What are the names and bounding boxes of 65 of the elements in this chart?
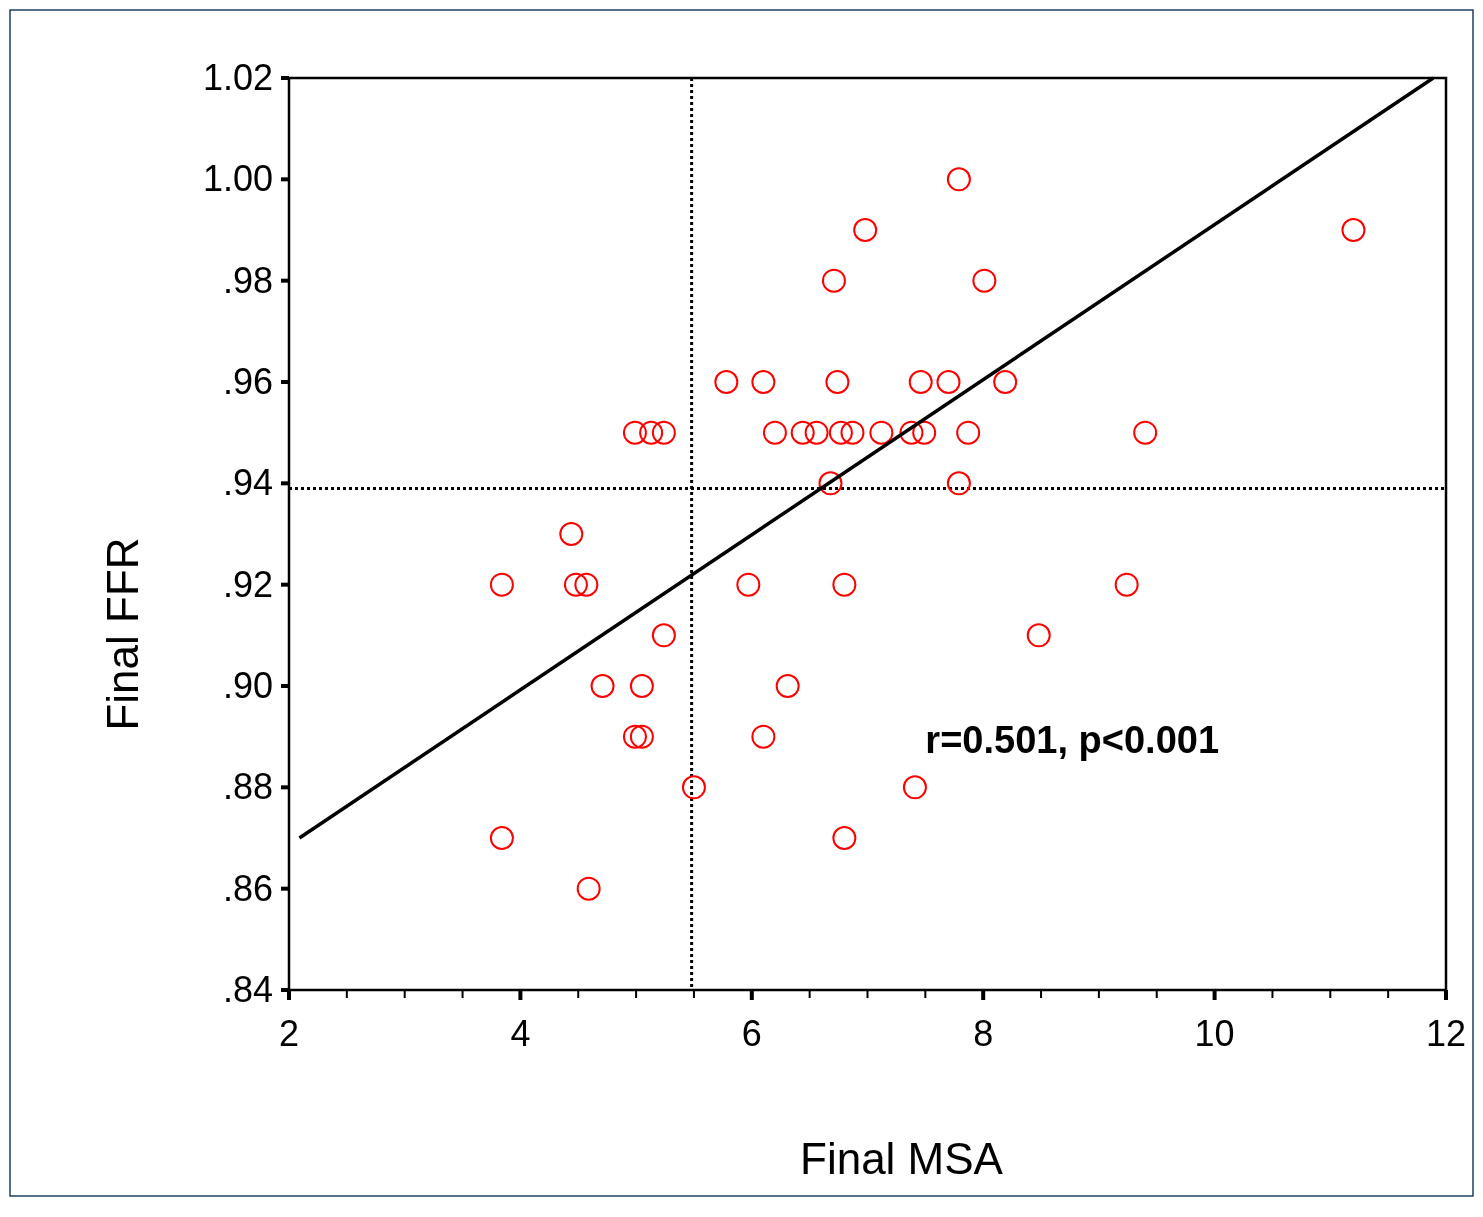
y-tick-label: 1.02 xyxy=(202,57,273,98)
point xyxy=(714,370,739,394)
point xyxy=(1133,420,1158,445)
point xyxy=(821,268,846,293)
point xyxy=(946,167,971,192)
point xyxy=(956,420,981,445)
point xyxy=(639,420,664,445)
point xyxy=(622,724,647,749)
point xyxy=(832,572,857,597)
point xyxy=(736,572,761,597)
point xyxy=(629,674,654,698)
point xyxy=(936,370,961,394)
point xyxy=(869,420,894,445)
point xyxy=(762,420,787,445)
point xyxy=(559,522,584,546)
point xyxy=(840,420,865,445)
y-tick-label: .98 xyxy=(222,259,273,301)
point xyxy=(790,420,815,445)
y-tick-label: 1.00 xyxy=(202,158,273,200)
point xyxy=(902,775,927,800)
point xyxy=(629,724,654,749)
point xyxy=(489,826,514,850)
point xyxy=(828,420,853,445)
point xyxy=(912,420,937,445)
y-tick-label: .84 xyxy=(222,969,273,1010)
x-tick-label: 2 xyxy=(278,1013,300,1054)
x-tick-label: 10 xyxy=(1194,1013,1235,1054)
x-tick-label: 8 xyxy=(973,1013,994,1054)
point xyxy=(853,218,878,242)
point xyxy=(681,775,706,800)
point xyxy=(993,370,1018,394)
point xyxy=(489,572,514,597)
point xyxy=(1341,218,1366,242)
annotation: r=0.501, p<0.001 xyxy=(925,718,1220,761)
point xyxy=(972,268,997,293)
y-tick-label: .96 xyxy=(222,361,273,402)
x-axis-title: Final MSA xyxy=(800,1134,1004,1183)
point xyxy=(804,420,829,445)
point xyxy=(651,623,676,648)
point xyxy=(825,370,850,394)
point xyxy=(1026,623,1051,648)
point xyxy=(576,876,601,901)
point xyxy=(574,572,599,597)
y-axis-title: Final FFR xyxy=(98,537,147,731)
y-tick-label: .86 xyxy=(222,867,273,909)
point xyxy=(622,420,647,445)
x-tick-label: 6 xyxy=(741,1013,762,1054)
point xyxy=(775,674,800,698)
point xyxy=(908,370,933,394)
y-tick-label: .88 xyxy=(222,766,273,808)
point xyxy=(899,420,924,445)
point xyxy=(751,370,776,394)
y-tick-label: .92 xyxy=(222,563,273,605)
y-tick-label: .94 xyxy=(222,462,273,504)
point xyxy=(651,420,676,445)
point xyxy=(832,826,857,850)
y-tick-label: .90 xyxy=(222,665,273,706)
point xyxy=(751,724,776,749)
x-tick-label: 4 xyxy=(510,1013,531,1054)
x-tick-label: 12 xyxy=(1425,1013,1467,1054)
point xyxy=(818,471,843,496)
point xyxy=(563,572,588,597)
point xyxy=(1114,572,1139,597)
point xyxy=(590,674,615,698)
point xyxy=(946,471,971,496)
